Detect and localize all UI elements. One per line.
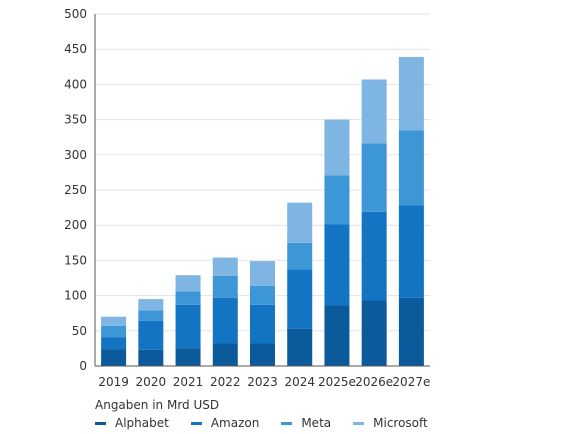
x-tick-label-2025e: 2025e — [318, 375, 356, 389]
legend-label-amazon: Amazon — [210, 416, 260, 430]
legend-item-amazon: Amazon — [190, 416, 260, 430]
bar-alphabet-2027e — [398, 297, 424, 366]
bar-microsoft-2023 — [250, 261, 275, 286]
bar-amazon-2026e — [361, 211, 387, 301]
legend-swatch-amazon — [190, 421, 202, 425]
y-tick-label-250: 250 — [64, 183, 87, 197]
bar-stacks — [101, 56, 424, 366]
bar-stack-2025e — [324, 119, 350, 366]
x-tick-label-2026e: 2026e — [355, 375, 393, 389]
bar-meta-2019 — [101, 325, 127, 338]
y-tick-label-200: 200 — [64, 218, 87, 232]
bar-amazon-2025e — [324, 224, 350, 306]
bar-microsoft-2020 — [138, 299, 164, 311]
y-tick-label-500: 500 — [64, 7, 87, 21]
y-tick-label-0: 0 — [79, 359, 87, 373]
bar-amazon-2024 — [287, 269, 313, 329]
legend-swatch-alphabet — [95, 421, 106, 425]
bar-amazon-2027e — [398, 205, 424, 298]
bar-stack-2027e — [398, 56, 424, 366]
grid-lines — [95, 13, 430, 332]
legend-item-microsoft: Microsoft — [353, 416, 428, 430]
y-tick-label-150: 150 — [64, 253, 87, 267]
bar-amazon-2022 — [212, 297, 238, 344]
bar-meta-2021 — [175, 291, 201, 305]
y-tick-label-450: 450 — [64, 42, 87, 56]
y-tick-label-100: 100 — [64, 289, 87, 303]
x-tick-label-2020: 2020 — [136, 375, 167, 389]
bar-amazon-2019 — [101, 337, 127, 350]
y-tick-label-350: 350 — [64, 113, 87, 127]
bar-meta-2027e — [398, 130, 424, 206]
bar-alphabet-2024 — [287, 328, 313, 366]
bar-microsoft-2025e — [324, 119, 350, 176]
bar-alphabet-2021 — [175, 348, 201, 366]
y-tick-label-300: 300 — [64, 148, 87, 162]
x-tick-label-2022: 2022 — [210, 375, 241, 389]
legend-item-meta: Meta — [281, 416, 331, 430]
bar-alphabet-2020 — [138, 349, 164, 366]
legend-item-alphabet: Alphabet — [95, 416, 169, 430]
bar-microsoft-2024 — [287, 202, 313, 243]
x-tick-label-2023: 2023 — [247, 375, 278, 389]
legend-swatch-meta — [281, 421, 293, 425]
bar-alphabet-2019 — [101, 349, 127, 366]
bar-amazon-2020 — [138, 320, 164, 350]
legend-swatch-microsoft — [353, 421, 365, 425]
bar-stack-2022 — [212, 257, 238, 366]
bar-alphabet-2022 — [212, 343, 238, 366]
bar-alphabet-2023 — [250, 343, 275, 366]
bar-meta-2024 — [287, 242, 313, 270]
x-tick-label-2019: 2019 — [98, 375, 129, 389]
axes — [94, 14, 430, 367]
bar-stack-2024 — [287, 202, 313, 366]
bar-stack-2023 — [250, 261, 275, 366]
x-tick-label-2027e: 2027e — [392, 375, 430, 389]
bar-microsoft-2022 — [212, 257, 238, 276]
bar-stack-2021 — [175, 275, 201, 366]
legend: Alphabet Amazon Meta Microsoft — [95, 416, 450, 430]
unit-caption: Angaben in Mrd USD — [95, 398, 220, 412]
y-axis-tick-labels: 0 50 100 150 200 250 300 350 400 450 500 — [64, 7, 87, 373]
x-tick-label-2021: 2021 — [173, 375, 204, 389]
bar-amazon-2021 — [175, 304, 201, 349]
bar-stack-2020 — [138, 299, 164, 366]
bar-meta-2025e — [324, 175, 350, 225]
legend-label-alphabet: Alphabet — [115, 416, 169, 430]
bar-microsoft-2027e — [398, 56, 424, 131]
bar-meta-2026e — [361, 143, 387, 212]
bar-microsoft-2026e — [361, 79, 387, 144]
bar-alphabet-2025e — [324, 305, 350, 366]
bar-alphabet-2026e — [361, 300, 387, 366]
x-axis-tick-labels: 2019 2020 2021 2022 2023 2024 2025e 2026e 2027e — [98, 375, 430, 389]
bar-meta-2023 — [250, 285, 275, 305]
y-tick-label-400: 400 — [64, 77, 87, 91]
legend-label-meta: Meta — [301, 416, 332, 430]
bar-microsoft-2019 — [101, 316, 127, 326]
bar-microsoft-2021 — [175, 275, 201, 292]
bar-stack-2026e — [361, 79, 387, 366]
bar-meta-2020 — [138, 310, 164, 321]
bar-meta-2022 — [212, 275, 238, 298]
bar-stack-2019 — [101, 316, 127, 366]
legend-label-microsoft: Microsoft — [373, 416, 428, 430]
y-tick-label-50: 50 — [72, 324, 87, 338]
x-tick-label-2024: 2024 — [284, 375, 315, 389]
bar-amazon-2023 — [250, 304, 275, 344]
